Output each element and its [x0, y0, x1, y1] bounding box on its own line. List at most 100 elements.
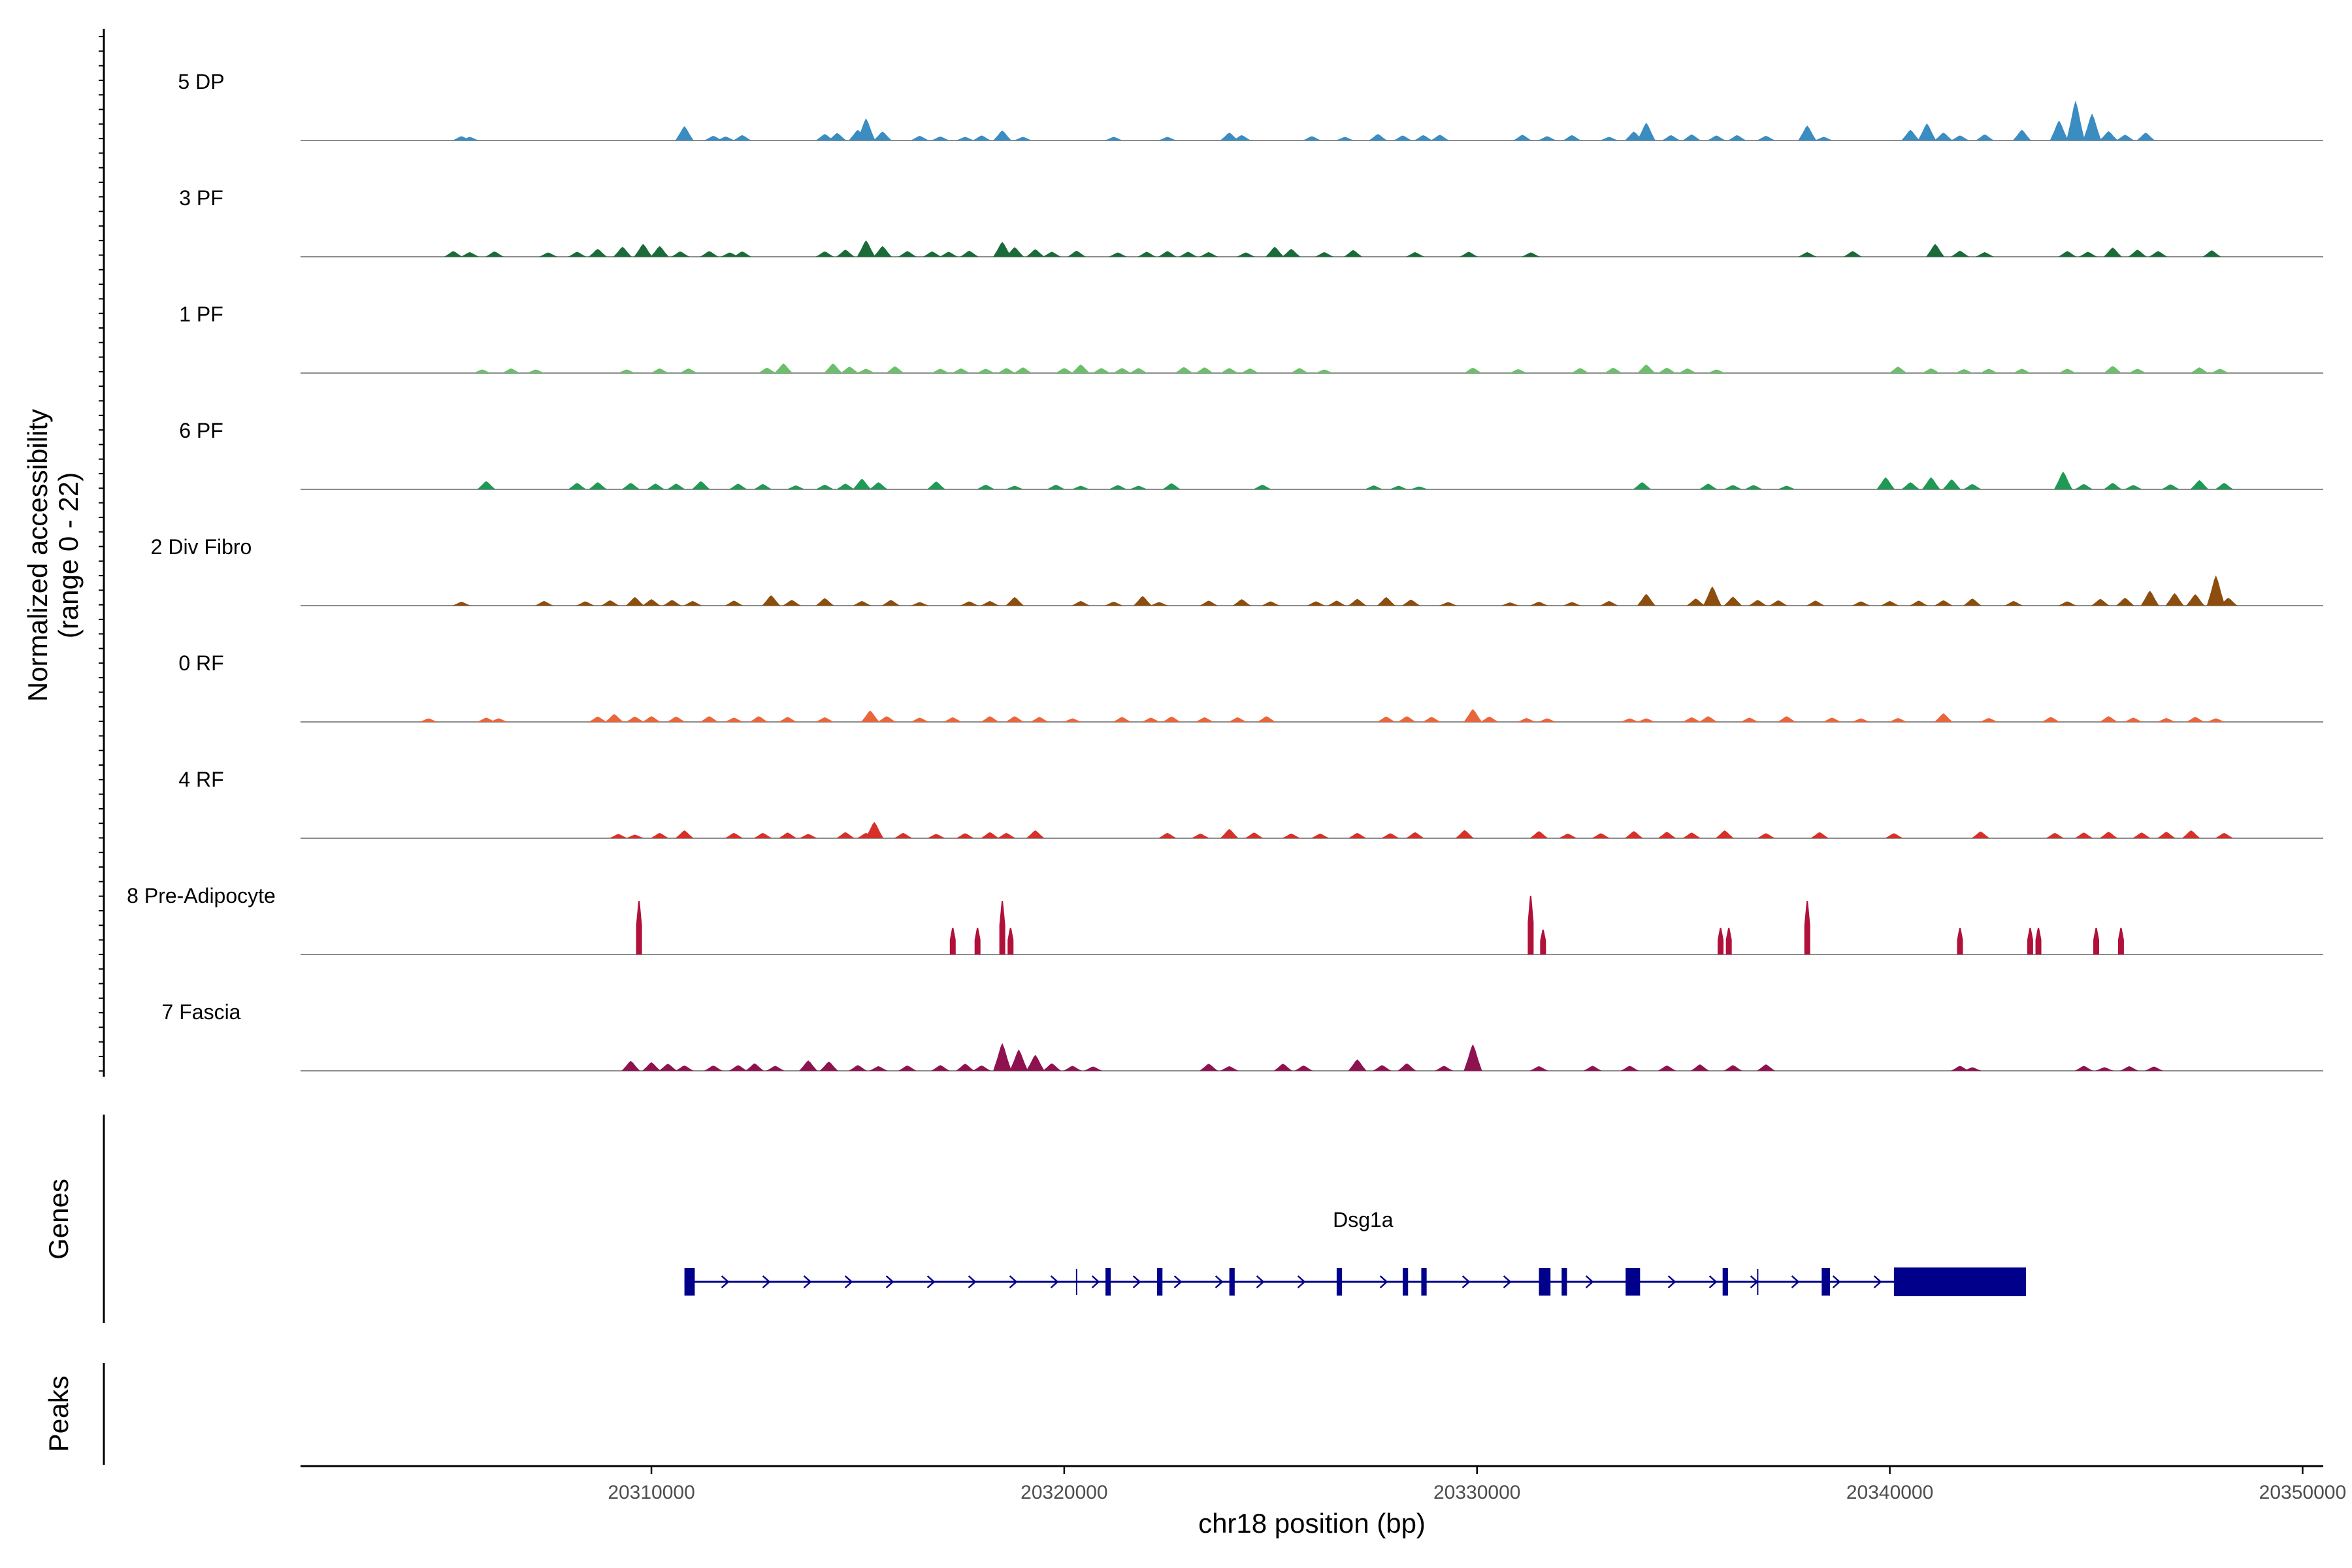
coverage-peak: [778, 832, 797, 838]
coverage-peak: [621, 483, 640, 489]
coverage-peak: [716, 137, 735, 140]
coverage-peak: [1699, 483, 1718, 489]
gene-exon: [1336, 1268, 1343, 1296]
coverage-peak: [502, 368, 521, 373]
coverage-peak: [1220, 828, 1239, 838]
coverage-peak: [2083, 113, 2102, 140]
coverage-peak: [1740, 717, 1759, 722]
coverage-peak: [1397, 1063, 1416, 1071]
coverage-peak: [815, 598, 834, 606]
coverage-peak: [1884, 833, 1903, 838]
coverage-peak: [960, 250, 979, 257]
coverage-peak: [1439, 602, 1458, 606]
coverage-peak: [1344, 250, 1363, 257]
strand-arrow: [762, 1275, 771, 1288]
coverage-peak: [1026, 249, 1045, 257]
coverage-peak: [2103, 247, 2122, 257]
coverage-peak: [881, 600, 900, 606]
coverage-peak: [927, 482, 946, 489]
coverage-peak: [2012, 368, 2031, 373]
track-label: 6 PF: [179, 419, 223, 442]
coverage-peak: [910, 717, 929, 722]
coverage-peak: [1682, 717, 1701, 722]
coverage-peak: [997, 368, 1016, 373]
coverage-peak: [753, 483, 772, 489]
coverage-peak: [1823, 717, 1842, 722]
track-label: 2 Div Fibro: [151, 535, 252, 559]
coverage-peak: [1405, 832, 1424, 838]
coverage-peak: [1637, 718, 1656, 722]
coverage-peak: [1200, 600, 1218, 606]
coverage-peak: [972, 1065, 991, 1071]
coverage-peak: [1381, 833, 1400, 838]
coverage-peak: [1658, 367, 1676, 373]
coverage-peak: [873, 131, 892, 140]
coverage-peak: [2004, 600, 2023, 606]
coverage-peak: [840, 367, 859, 373]
coverage-peak: [2206, 718, 2225, 722]
coverage-peak: [1715, 830, 1734, 838]
gene-name-label: Dsg1a: [1333, 1208, 1394, 1232]
coverage-peak: [1455, 830, 1474, 838]
coverage-peak: [1637, 364, 1656, 373]
coverage-peak: [1901, 129, 1920, 140]
coverage-peak: [1583, 1066, 1602, 1071]
coverage-peak: [1686, 598, 1705, 606]
coverage-peak: [473, 369, 492, 373]
coverage-peak: [1063, 718, 1082, 722]
coverage-peak: [1658, 1065, 1676, 1071]
strand-arrow: [926, 1275, 936, 1288]
track-label: 3 PF: [179, 186, 223, 210]
coverage-peak: [666, 483, 685, 489]
coverage-peak: [1757, 1064, 1776, 1071]
coverage-peak: [568, 252, 587, 257]
coverage-peak: [1253, 484, 1272, 489]
coverage-peak: [2157, 832, 2176, 838]
coverage-peak: [1236, 252, 1255, 257]
coverage-peak: [704, 135, 723, 140]
coverage-peak: [733, 251, 752, 257]
coverage-peak: [757, 367, 776, 373]
coverage-peak: [1934, 133, 1953, 140]
coverage-peak: [1757, 135, 1776, 140]
coverage-peak: [1513, 135, 1532, 140]
coverage-peak: [857, 118, 875, 140]
coverage-peak: [2136, 133, 2155, 140]
strand-arrow: [1297, 1275, 1306, 1288]
coverage-peak: [666, 716, 685, 722]
coverage-peak: [1798, 125, 1817, 140]
coverage-peak: [1422, 717, 1441, 722]
coverage-peak: [568, 483, 587, 489]
coverage-peak: [2046, 832, 2065, 838]
coverage-peak: [1397, 716, 1416, 722]
gene-exon: [1157, 1268, 1163, 1296]
track-5-dp: 5 DP: [178, 70, 2323, 141]
coverage-peak: [2091, 598, 2110, 606]
coverage-peak: [646, 483, 665, 489]
coverage-peak: [1162, 716, 1181, 722]
coverage-peak: [815, 251, 834, 257]
coverage-peak: [1348, 1059, 1367, 1071]
coverage-peak: [956, 833, 975, 838]
coverage-tracks: 5 DP 3 PF 1 PF 6 PF 2 Div Fibro 0 RF 4 RF 8 Pre…: [127, 70, 2323, 1071]
coverage-peak: [1480, 716, 1499, 722]
coverage-peak: [1529, 602, 1548, 606]
x-tick-label: 20350000: [2259, 1482, 2346, 1503]
coverage-peak: [1682, 832, 1701, 838]
coverage-peak: [588, 716, 607, 722]
coverage-peak: [1563, 135, 1582, 140]
coverage-peak: [2066, 100, 2085, 140]
coverage-peak: [1013, 367, 1032, 373]
coverage-peak: [1327, 600, 1346, 606]
coverage-peak: [1195, 717, 1214, 722]
coverage-peak: [621, 1060, 640, 1071]
coverage-peak: [774, 363, 793, 373]
coverage-peak: [2027, 928, 2033, 955]
coverage-peak: [725, 717, 743, 722]
coverage-peak: [1661, 135, 1680, 140]
coverage-peak: [1405, 252, 1424, 257]
coverage-peak: [981, 716, 1000, 722]
coverage-peak: [1175, 367, 1194, 373]
strand-arrow: [803, 1275, 812, 1288]
